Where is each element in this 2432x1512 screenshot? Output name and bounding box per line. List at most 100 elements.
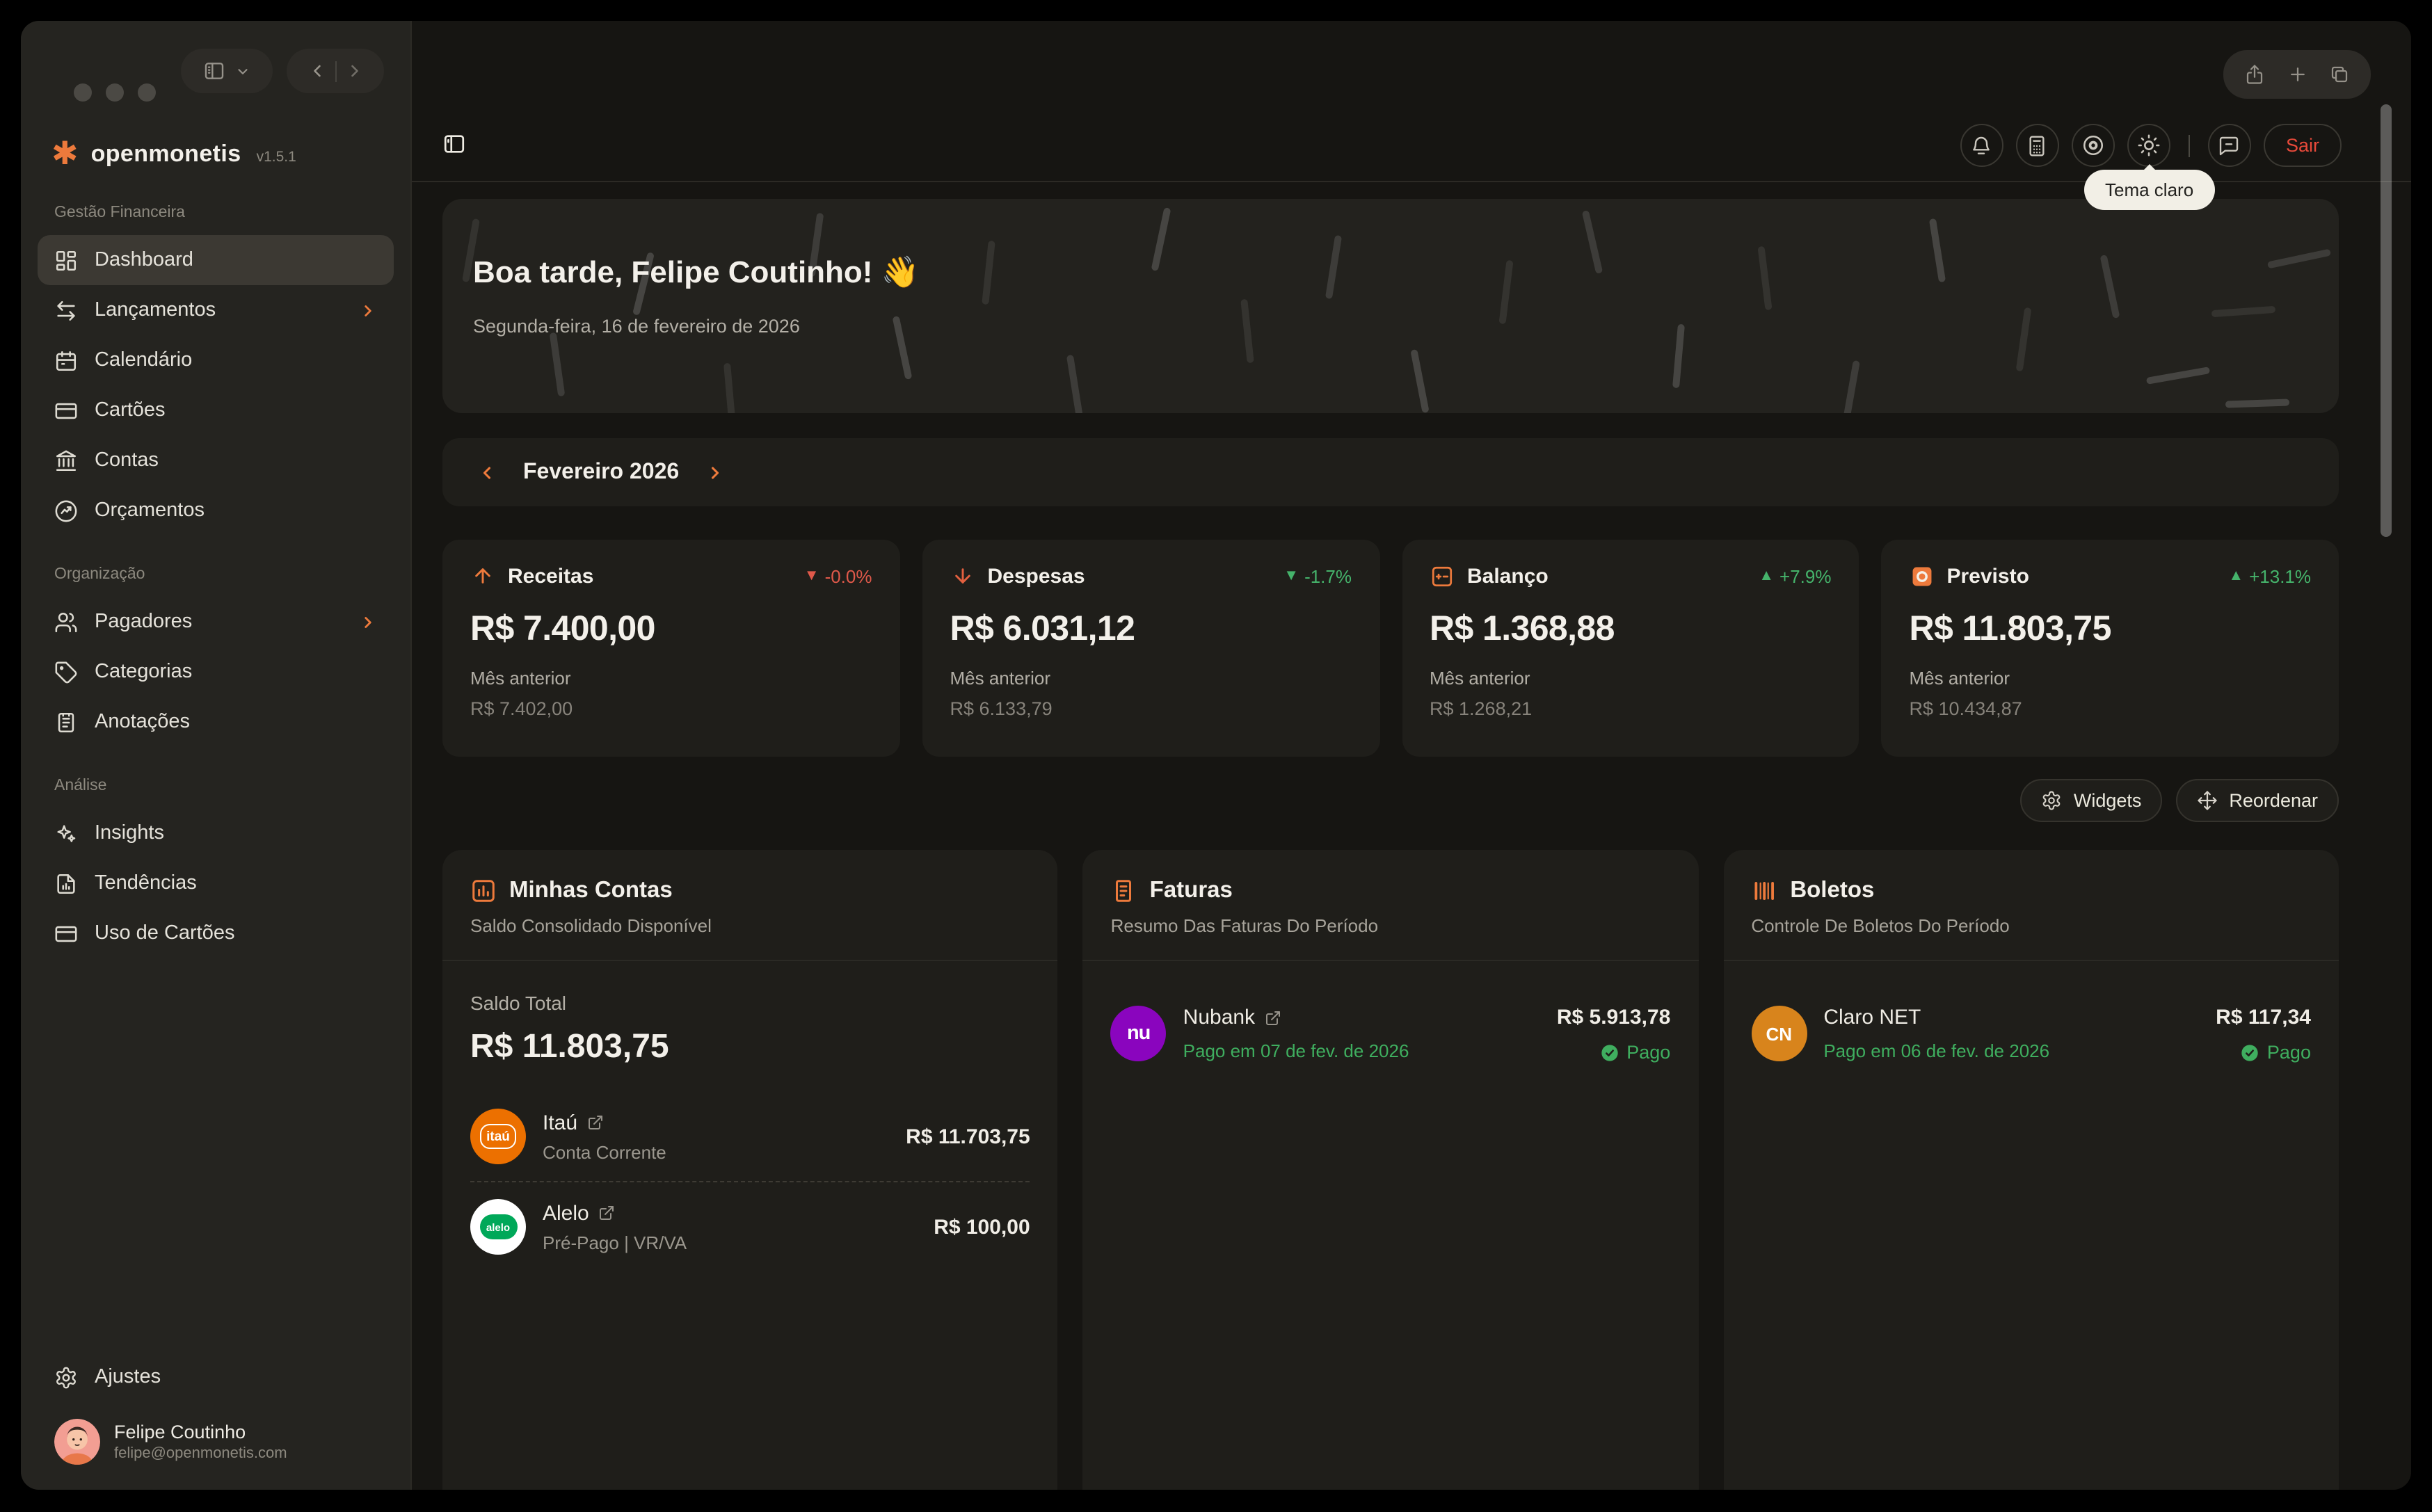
calculator-button[interactable] bbox=[2015, 124, 2059, 167]
chevron-right-icon bbox=[359, 301, 377, 319]
greeting-text: Boa tarde, Felipe Coutinho! 👋 bbox=[473, 255, 920, 289]
barcode-icon bbox=[1751, 878, 1777, 904]
widget-title: Faturas bbox=[1149, 878, 1233, 903]
bill-amount: R$ 117,34 bbox=[2216, 1006, 2311, 1029]
account-detail: Pré-Pago | VR/VA bbox=[543, 1232, 687, 1253]
bills-widget: Boletos Controle De Boletos Do Período C… bbox=[1723, 850, 2339, 1490]
stat-title: Receitas bbox=[508, 564, 594, 588]
sidebar-item-calendario[interactable]: Calendário bbox=[38, 335, 394, 385]
month-selector: Fevereiro 2026 bbox=[442, 438, 2339, 506]
nav-section-label: Gestão Financeira bbox=[54, 204, 185, 221]
receipt-icon bbox=[1111, 878, 1137, 904]
stat-delta: -1.7% bbox=[1283, 565, 1352, 586]
sidebar-item-dashboard[interactable]: Dashboard bbox=[38, 235, 394, 285]
tabs-icon[interactable] bbox=[2329, 64, 2350, 85]
account-name-link[interactable]: Alelo bbox=[543, 1201, 687, 1225]
widget-subtitle: Controle De Boletos Do Período bbox=[1751, 915, 2010, 936]
sidebar-item-pagadores[interactable]: Pagadores bbox=[38, 597, 394, 647]
titlebar-sidebar-toggle[interactable] bbox=[181, 49, 273, 93]
account-balance: R$ 11.703,75 bbox=[906, 1125, 1030, 1148]
arrow-up-icon bbox=[470, 563, 495, 588]
bill-name[interactable]: Claro NET bbox=[1823, 1006, 1921, 1029]
total-balance-value: R$ 11.803,75 bbox=[470, 1028, 669, 1065]
itau-logo: itaú bbox=[470, 1109, 526, 1164]
greeting-banner: Boa tarde, Felipe Coutinho! 👋 Segunda-fe… bbox=[442, 199, 2339, 413]
invoice-name-link[interactable]: Nubank bbox=[1183, 1006, 1409, 1029]
sidebar-item-insights[interactable]: Insights bbox=[38, 808, 394, 858]
stat-delta: +7.9% bbox=[1759, 565, 1831, 586]
check-circle-icon bbox=[1601, 1044, 1618, 1061]
total-balance-label: Saldo Total bbox=[470, 992, 567, 1014]
decorative-dash bbox=[723, 362, 736, 413]
new-tab-icon[interactable] bbox=[2287, 64, 2307, 85]
stat-card-previsto: Previsto +13.1% R$ 11.803,75 Mês anterio… bbox=[1881, 540, 2339, 757]
stat-previous-label: Mês anterior bbox=[950, 668, 1051, 689]
next-month-button[interactable] bbox=[705, 463, 725, 482]
triangle-down-icon bbox=[804, 568, 819, 584]
decorative-dash bbox=[2225, 399, 2290, 408]
account-name-link[interactable]: Itaú bbox=[543, 1111, 666, 1134]
notifications-button[interactable] bbox=[1960, 124, 2003, 167]
claro-net-logo: CN bbox=[1751, 1006, 1807, 1061]
sidebar-item-categorias[interactable]: Categorias bbox=[38, 647, 394, 697]
decorative-dash bbox=[2266, 248, 2332, 269]
sidebar-item-tendencias[interactable]: Tendências bbox=[38, 858, 394, 908]
decorative-dash bbox=[1842, 360, 1860, 413]
logout-button[interactable]: Sair bbox=[2263, 124, 2342, 167]
bill-paid-date: Pago em 06 de fev. de 2026 bbox=[1823, 1040, 2050, 1061]
reorder-button[interactable]: Reordenar bbox=[2176, 779, 2339, 822]
sidebar-item-uso-de-cartoes[interactable]: Uso de Cartões bbox=[38, 908, 394, 958]
sidebar-item-orcamentos[interactable]: Orçamentos bbox=[38, 485, 394, 536]
sidebar-item-cartoes[interactable]: Cartões bbox=[38, 385, 394, 435]
back-button[interactable] bbox=[307, 61, 326, 81]
stat-previous-value: R$ 7.402,00 bbox=[470, 698, 573, 719]
dashboard-content: Boa tarde, Felipe Coutinho! 👋 Segunda-fe… bbox=[412, 182, 2411, 1490]
notes-icon bbox=[54, 710, 78, 734]
stat-value: R$ 6.031,12 bbox=[950, 609, 1135, 648]
brand-name: openmonetis bbox=[90, 140, 241, 167]
widgets-button[interactable]: Widgets bbox=[2020, 779, 2163, 822]
brand: ✱ openmonetis v1.5.1 bbox=[21, 132, 410, 177]
invoice-paid-date: Pago em 07 de fev. de 2026 bbox=[1183, 1040, 1409, 1061]
accounts-widget: Minhas Contas Saldo Consolidado Disponív… bbox=[442, 850, 1058, 1490]
widget-subtitle: Resumo Das Faturas Do Período bbox=[1110, 915, 1379, 936]
chevron-down-icon bbox=[235, 63, 250, 79]
share-icon[interactable] bbox=[2245, 64, 2266, 85]
stat-card-despesas: Despesas -1.7% R$ 6.031,12 Mês anterior … bbox=[922, 540, 1379, 757]
chevron-right-icon bbox=[359, 613, 377, 631]
previous-month-button[interactable] bbox=[477, 463, 497, 482]
feedback-button[interactable] bbox=[2207, 124, 2251, 167]
forward-button[interactable] bbox=[344, 61, 364, 81]
stat-previous-value: R$ 10.434,87 bbox=[1909, 698, 2022, 719]
decorative-dash bbox=[1066, 354, 1084, 413]
close-window-button[interactable] bbox=[74, 83, 92, 102]
sidebar-item-lancamentos[interactable]: Lançamentos bbox=[38, 285, 394, 335]
stat-title: Despesas bbox=[987, 564, 1085, 588]
content-header: Sair Tema claro bbox=[412, 21, 2411, 210]
privacy-eye-button[interactable] bbox=[2071, 124, 2115, 167]
sidebar-item-ajustes[interactable]: Ajustes bbox=[38, 1352, 394, 1402]
scrollbar-thumb[interactable] bbox=[2381, 104, 2392, 537]
divider bbox=[2188, 134, 2190, 156]
minimize-window-button[interactable] bbox=[106, 83, 124, 102]
widgets-row: Minhas Contas Saldo Consolidado Disponív… bbox=[442, 850, 2339, 1490]
external-link-icon[interactable] bbox=[1265, 1009, 1281, 1026]
external-link-icon[interactable] bbox=[587, 1114, 604, 1131]
sidebar-item-contas[interactable]: Contas bbox=[38, 435, 394, 485]
calendar-icon bbox=[54, 348, 78, 372]
decorative-dash bbox=[2211, 305, 2276, 318]
titlebar-actions bbox=[2223, 50, 2371, 99]
zoom-window-button[interactable] bbox=[138, 83, 156, 102]
sidebar-item-anotacoes[interactable]: Anotações bbox=[38, 697, 394, 747]
sidebar-toggle-button[interactable] bbox=[442, 132, 466, 156]
decorative-dash bbox=[1757, 246, 1773, 311]
brand-version: v1.5.1 bbox=[256, 148, 296, 165]
widget-actions: Widgets Reordenar bbox=[442, 779, 2339, 822]
stat-value: R$ 11.803,75 bbox=[1909, 609, 2112, 648]
user-profile[interactable]: Felipe Coutinho felipe@openmonetis.com bbox=[38, 1402, 394, 1470]
decorative-dash bbox=[982, 240, 995, 305]
external-link-icon[interactable] bbox=[599, 1205, 616, 1221]
move-icon bbox=[2198, 791, 2218, 810]
sidebar: ✱ openmonetis v1.5.1 Gestão Financeira D… bbox=[21, 21, 412, 1490]
widget-title: Boletos bbox=[1790, 878, 1875, 903]
